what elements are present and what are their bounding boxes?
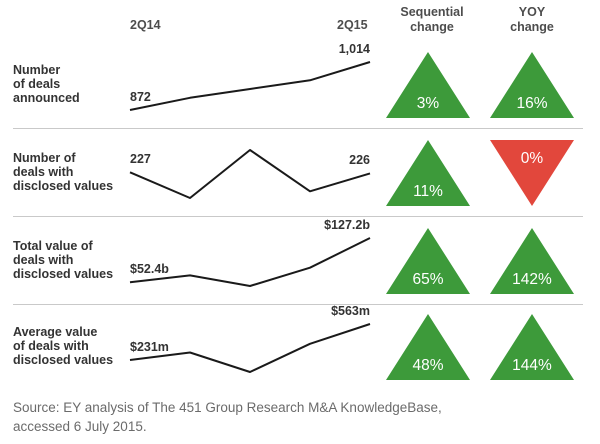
yoy-change-triangle bbox=[490, 314, 574, 380]
sequential-change-triangle bbox=[386, 140, 470, 206]
yoy-change-value: 142% bbox=[512, 271, 552, 288]
sparkline bbox=[129, 237, 371, 287]
sequential-change-header: Sequential change bbox=[400, 5, 463, 35]
sparkline-series bbox=[129, 149, 371, 199]
source-line-2: accessed 6 July 2015. bbox=[13, 419, 147, 434]
row-divider bbox=[13, 216, 583, 217]
yoy-change-value: 144% bbox=[512, 357, 552, 374]
sequential-change-value: 3% bbox=[416, 95, 440, 112]
sequential-change-shape bbox=[386, 314, 470, 380]
metric-label-line: Number of bbox=[13, 151, 76, 165]
metric-label-line: disclosed values bbox=[13, 267, 114, 281]
yoy-change-value: 0% bbox=[520, 150, 544, 167]
metric-label-line: disclosed values bbox=[13, 179, 114, 193]
period-end-header: 2Q15 bbox=[337, 18, 368, 32]
sparkline bbox=[129, 323, 371, 373]
sequential-change-triangle bbox=[386, 52, 470, 118]
sequential-change-shape bbox=[386, 52, 470, 118]
metric-label-line: Total value of bbox=[13, 239, 93, 253]
sequential-change-triangle bbox=[386, 228, 470, 294]
metric-label: Average value of deals with disclosed valu… bbox=[13, 325, 118, 367]
sequential-change-shape bbox=[386, 228, 470, 294]
start-value-label: 872 bbox=[130, 90, 151, 104]
metric-label-line: disclosed values bbox=[13, 353, 114, 367]
yoy-change-triangle bbox=[490, 140, 574, 206]
metric-label-line: deals with bbox=[13, 165, 74, 179]
metric-label-line: announced bbox=[13, 91, 80, 105]
sequential-change-value: 65% bbox=[412, 271, 444, 288]
end-value-label: $563m bbox=[331, 304, 370, 318]
yoy-change-shape bbox=[490, 52, 574, 118]
yoy-change-triangle bbox=[490, 52, 574, 118]
row-divider bbox=[13, 128, 583, 129]
yoy-change-shape bbox=[490, 140, 574, 206]
sequential-change-value: 11% bbox=[413, 183, 443, 200]
end-value-label: 1,014 bbox=[338, 42, 370, 56]
sequential-change-shape bbox=[386, 140, 470, 206]
start-value-label: $231m bbox=[130, 339, 169, 354]
sparkline bbox=[129, 149, 371, 199]
sequential-header-line-2: change bbox=[410, 20, 454, 34]
yoy-change-shape bbox=[490, 228, 574, 294]
yoy-header-line-2: change bbox=[510, 20, 554, 34]
sparkline bbox=[129, 61, 371, 111]
metric-label: Number of deals with disclosed values bbox=[13, 151, 118, 193]
row-divider bbox=[13, 304, 583, 305]
metric-label: Number of deals announced bbox=[13, 63, 118, 105]
yoy-change-value: 16% bbox=[516, 95, 548, 112]
metric-label-line: Average value bbox=[13, 325, 98, 339]
sparkline-series bbox=[129, 323, 371, 373]
metric-label-line: Number bbox=[13, 63, 61, 77]
sparkline-series bbox=[129, 237, 371, 287]
metric-label-line: deals with bbox=[13, 253, 74, 267]
source-line-1: Source: EY analysis of The 451 Group Res… bbox=[13, 400, 442, 415]
period-start-header: 2Q14 bbox=[130, 18, 161, 32]
sequential-change-value: 48% bbox=[412, 357, 444, 374]
metric-label-line: of deals with bbox=[13, 339, 89, 353]
yoy-change-triangle bbox=[490, 228, 574, 294]
end-value-label: 226 bbox=[349, 153, 370, 168]
source-note: Source: EY analysis of The 451 Group Res… bbox=[13, 398, 583, 436]
sequential-header-line-1: Sequential bbox=[400, 5, 464, 19]
start-value-label: $52.4b bbox=[130, 262, 169, 277]
sequential-change-triangle bbox=[386, 314, 470, 380]
yoy-change-shape bbox=[490, 314, 574, 380]
sparkline-series bbox=[129, 61, 371, 111]
yoy-change-header: YOY change bbox=[510, 5, 554, 35]
yoy-header-line-1: YOY bbox=[518, 5, 546, 19]
metric-label-line: of deals bbox=[13, 77, 61, 91]
end-value-label: $127.2b bbox=[324, 218, 370, 232]
metric-label: Total value of deals with disclosed values bbox=[13, 239, 118, 281]
start-value-label: 227 bbox=[130, 152, 151, 167]
